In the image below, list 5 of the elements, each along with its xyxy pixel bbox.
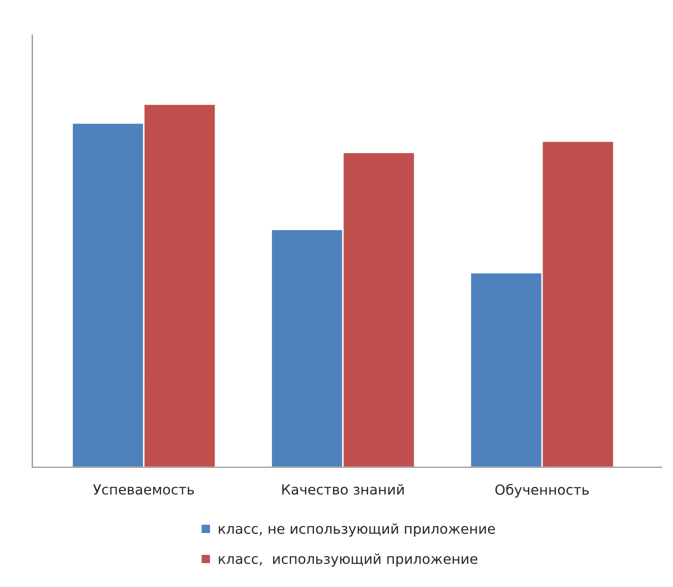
x-tick-label: Качество знаний [282,484,404,495]
x-tick-label: Успеваемость [93,484,194,495]
x-tick-label: Обученность [495,484,589,498]
legend-label: класс, не использующий приложение [218,523,495,537]
legend-label: класс, использующий приложение [218,553,478,567]
